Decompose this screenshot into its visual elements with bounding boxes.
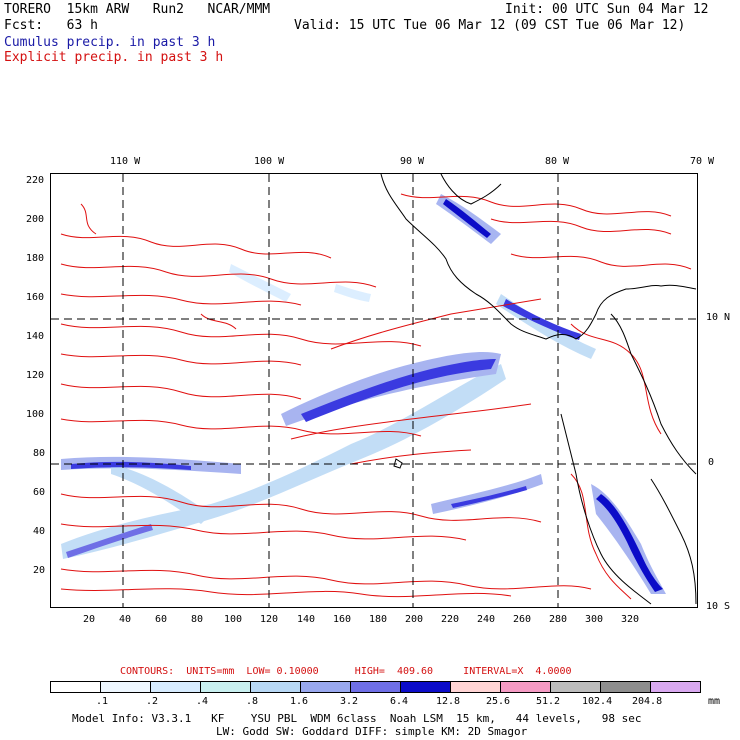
x-label: 280	[549, 614, 568, 625]
colorbar-bin	[550, 681, 601, 693]
y-label: 220	[26, 175, 45, 186]
x-label: 60	[155, 614, 168, 625]
lon-label-80w: 80 W	[545, 156, 570, 167]
valid-time: Valid: 15 UTC Tue 06 Mar 12 (09 CST Tue …	[294, 18, 686, 33]
x-label: 200	[405, 614, 424, 625]
coastlines	[380, 174, 697, 605]
cumulus-precip-cores	[66, 199, 663, 592]
lon-label-110w: 110 W	[110, 156, 141, 167]
colorbar-bin	[50, 681, 101, 693]
lat-label-0: 0	[708, 457, 715, 468]
x-label: 140	[297, 614, 316, 625]
lon-label-100w: 100 W	[254, 156, 285, 167]
x-label: 120	[260, 614, 279, 625]
y-label: 120	[26, 370, 45, 381]
model-info: Model Info: V3.3.1 KF YSU PBL WDM 6class…	[72, 712, 642, 725]
colorbar-bin	[350, 681, 401, 693]
colorbar-label: .1	[96, 696, 109, 707]
colorbar-bin	[250, 681, 301, 693]
x-label: 100	[224, 614, 243, 625]
x-label: 20	[83, 614, 96, 625]
y-label: 180	[26, 253, 45, 264]
colorbar-bin	[650, 681, 701, 693]
y-label: 20	[33, 565, 46, 576]
cumulus-legend-text: Cumulus precip. in past 3 h	[4, 35, 216, 50]
physics-info: LW: Godd SW: Goddard DIFF: simple KM: 2D…	[216, 725, 528, 738]
y-label: 140	[26, 331, 45, 342]
colorbar-bin	[450, 681, 501, 693]
colorbar-bin	[150, 681, 201, 693]
y-label: 100	[26, 409, 45, 420]
colorbar-label: 1.6	[290, 696, 309, 707]
colorbar-units: mm	[708, 696, 721, 707]
colorbar-label: 3.2	[340, 696, 359, 707]
x-label: 320	[621, 614, 640, 625]
colorbar-bin	[400, 681, 451, 693]
y-label: 200	[26, 214, 45, 225]
x-label: 220	[441, 614, 460, 625]
x-label: 300	[585, 614, 604, 625]
colorbar-label: 12.8	[436, 696, 461, 707]
x-label: 180	[369, 614, 388, 625]
precip-map	[50, 173, 698, 608]
colorbar-bin	[100, 681, 151, 693]
lon-label-90w: 90 W	[400, 156, 425, 167]
colorbar-bin	[600, 681, 651, 693]
colorbar-bin	[200, 681, 251, 693]
x-label: 40	[119, 614, 132, 625]
lon-label-70w: 70 W	[690, 156, 715, 167]
colorbar-label: .8	[246, 696, 259, 707]
x-label: 240	[477, 614, 496, 625]
y-label: 160	[26, 292, 45, 303]
x-label: 160	[333, 614, 352, 625]
contour-info: CONTOURS: UNITS=mm LOW= 0.10000 HIGH= 40…	[120, 666, 572, 677]
x-label: 80	[191, 614, 204, 625]
lat-label-10s: 10 S	[706, 601, 731, 612]
y-label: 60	[33, 487, 46, 498]
forecast-hour: Fcst: 63 h	[4, 18, 98, 33]
graticule	[51, 174, 697, 607]
model-title: TORERO 15km ARW Run2 NCAR/MMM	[4, 2, 271, 17]
colorbar-label: 6.4	[390, 696, 409, 707]
y-label: 80	[33, 448, 46, 459]
y-label: 40	[33, 526, 46, 537]
colorbar-bin	[300, 681, 351, 693]
map-canvas	[51, 174, 697, 607]
lat-label-10n: 10 N	[706, 312, 731, 323]
colorbar-label: 25.6	[486, 696, 511, 707]
colorbar-bin	[500, 681, 551, 693]
colorbar-label: 204.8	[632, 696, 663, 707]
colorbar-label: .4	[196, 696, 209, 707]
explicit-legend-text: Explicit precip. in past 3 h	[4, 50, 224, 65]
colorbar-label: 51.2	[536, 696, 561, 707]
x-label: 260	[513, 614, 532, 625]
colorbar-label: .2	[146, 696, 159, 707]
colorbar-label: 102.4	[582, 696, 613, 707]
init-time: Init: 00 UTC Sun 04 Mar 12	[505, 2, 709, 17]
